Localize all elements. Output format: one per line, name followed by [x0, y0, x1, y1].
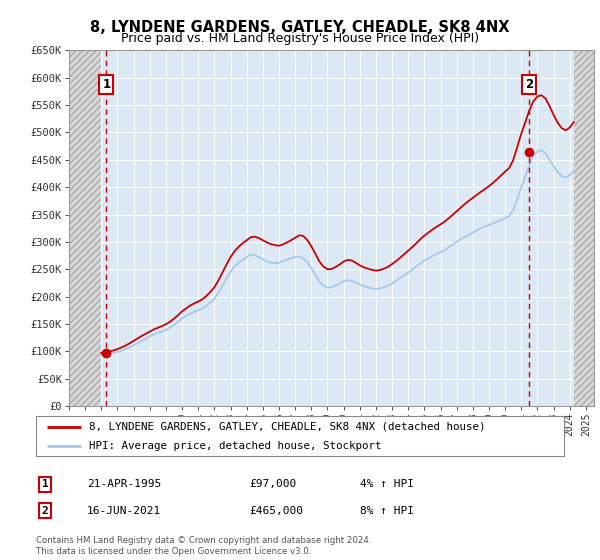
Text: 1: 1: [102, 78, 110, 91]
Text: 16-JUN-2021: 16-JUN-2021: [87, 506, 161, 516]
Text: 8% ↑ HPI: 8% ↑ HPI: [360, 506, 414, 516]
Text: 4% ↑ HPI: 4% ↑ HPI: [360, 479, 414, 489]
Text: HPI: Average price, detached house, Stockport: HPI: Average price, detached house, Stoc…: [89, 441, 382, 450]
Text: 8, LYNDENE GARDENS, GATLEY, CHEADLE, SK8 4NX: 8, LYNDENE GARDENS, GATLEY, CHEADLE, SK8…: [90, 20, 510, 35]
Text: £465,000: £465,000: [249, 506, 303, 516]
Text: 2: 2: [524, 78, 533, 91]
Text: 2: 2: [41, 506, 49, 516]
Bar: [574, 50, 594, 406]
Bar: [69, 50, 101, 406]
Text: 8, LYNDENE GARDENS, GATLEY, CHEADLE, SK8 4NX (detached house): 8, LYNDENE GARDENS, GATLEY, CHEADLE, SK8…: [89, 422, 485, 432]
Text: 1: 1: [41, 479, 49, 489]
Text: 21-APR-1995: 21-APR-1995: [87, 479, 161, 489]
Text: Price paid vs. HM Land Registry's House Price Index (HPI): Price paid vs. HM Land Registry's House …: [121, 32, 479, 45]
Text: Contains HM Land Registry data © Crown copyright and database right 2024.
This d: Contains HM Land Registry data © Crown c…: [36, 536, 371, 556]
Text: £97,000: £97,000: [249, 479, 296, 489]
